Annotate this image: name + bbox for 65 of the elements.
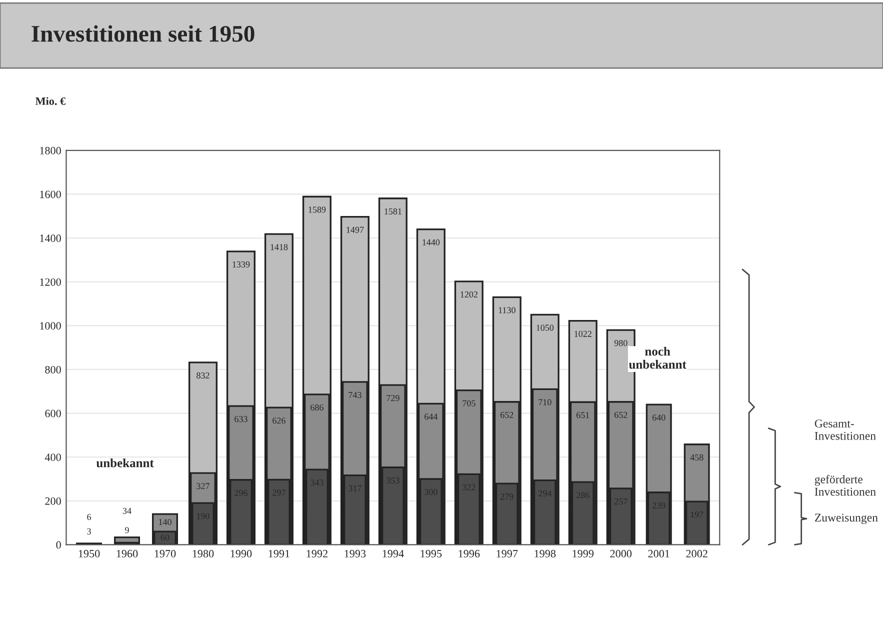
data-label: 743 <box>348 392 362 398</box>
x-tick-label: 1999 <box>572 550 594 558</box>
data-label: 1418 <box>270 244 288 250</box>
x-tick-label: 1970 <box>154 550 176 558</box>
data-label: 1589 <box>308 206 326 213</box>
x-tick-label: 1996 <box>458 550 480 558</box>
x-tick-label: 1998 <box>534 550 556 558</box>
x-tick-label: 1960 <box>116 550 138 558</box>
data-label: 652 <box>500 412 514 418</box>
data-label: 640 <box>652 414 666 421</box>
y-tick-label: 800 <box>45 366 61 374</box>
data-label: 1497 <box>346 226 364 233</box>
data-label: 1440 <box>422 239 440 246</box>
x-tick-label: 1991 <box>268 550 290 558</box>
data-label: 1202 <box>460 291 478 298</box>
y-tick-label: 1400 <box>40 234 61 242</box>
y-tick-label: 400 <box>44 454 61 462</box>
data-label: 633 <box>234 416 248 422</box>
data-label: 1339 <box>232 261 250 268</box>
x-tick-label: 1993 <box>344 550 366 558</box>
data-label: 626 <box>272 418 286 424</box>
data-label: 652 <box>614 412 628 418</box>
data-label: 9 <box>125 527 129 534</box>
data-label: 458 <box>690 454 704 460</box>
data-label: 1050 <box>536 324 554 331</box>
data-label: 729 <box>386 395 400 402</box>
data-label: 1130 <box>498 307 516 314</box>
y-tick-label: 1800 <box>40 146 61 154</box>
chart-title: Investitionen seit 1950 <box>32 25 254 42</box>
y-tick-label: 200 <box>45 497 61 505</box>
data-label: 651 <box>576 412 590 418</box>
text: Zuweisungen <box>814 514 878 524</box>
data-label: 34 <box>122 508 132 514</box>
y-axis-title: Mio. € <box>36 97 66 105</box>
text: Gesamt-Investitionen <box>814 420 876 440</box>
data-label: 980 <box>614 340 628 346</box>
data-label: 686 <box>310 404 324 411</box>
text: geförderte Investitionen <box>814 474 876 496</box>
x-tick-label: 2001 <box>648 550 670 558</box>
x-tick-label: 1994 <box>382 550 404 558</box>
annotation: unbekannt <box>96 458 154 468</box>
y-tick-label: 600 <box>45 410 61 418</box>
data-label: 710 <box>538 399 552 406</box>
y-tick-label: 1200 <box>40 278 61 286</box>
data-label: 1022 <box>574 330 592 337</box>
annotation: noch unbekannt <box>628 346 686 369</box>
x-tick-label: 1997 <box>496 550 518 558</box>
x-tick-label: 1995 <box>420 550 442 558</box>
data-label: 140 <box>159 518 172 526</box>
x-tick-label: 2002 <box>686 550 708 558</box>
data-label: 327 <box>196 483 210 490</box>
x-tick-label: 1950 <box>78 550 100 558</box>
data-label: 1581 <box>384 208 402 214</box>
x-tick-label: 2000 <box>610 550 632 558</box>
data-label: 705 <box>462 400 476 406</box>
y-tick-label: 1600 <box>40 190 61 198</box>
data-label: 3 <box>87 528 91 534</box>
x-tick-label: 1990 <box>230 550 252 558</box>
y-tick-label: 0 <box>56 541 61 549</box>
data-label: 6 <box>87 514 92 520</box>
data-label: 832 <box>196 372 210 379</box>
x-tick-label: 1980 <box>192 550 214 558</box>
y-tick-label: 1000 <box>40 322 61 330</box>
x-tick-label: 1992 <box>306 550 328 558</box>
data-label: 644 <box>424 414 438 420</box>
